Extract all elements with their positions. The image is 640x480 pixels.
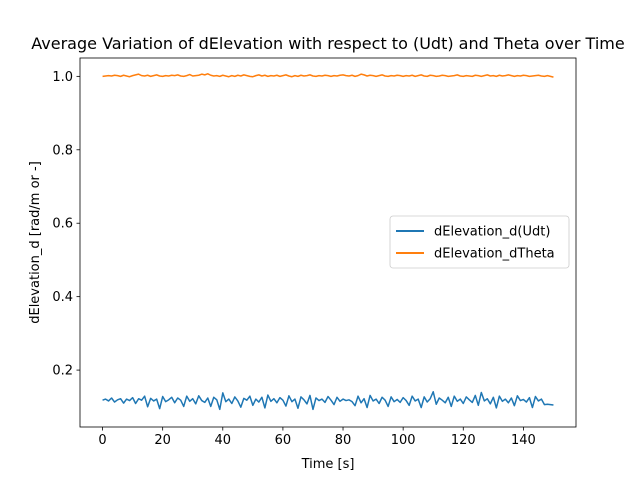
plot-area — [79, 57, 577, 428]
x-tick-label: 60 — [275, 433, 292, 448]
x-tick-label: 100 — [391, 433, 416, 448]
y-tick-label: 0.4 — [52, 290, 73, 305]
x-tick-label: 0 — [98, 433, 106, 448]
x-axis-label: Time [s] — [301, 457, 355, 472]
x-tick-label: 120 — [451, 433, 476, 448]
y-tick-label: 0.6 — [52, 217, 73, 232]
y-tick-label: 0.2 — [52, 364, 73, 379]
x-tick-label: 40 — [215, 433, 232, 448]
y-axis: 0.2 0.4 0.6 0.8 1.0 — [52, 70, 80, 379]
y-tick-label: 0.8 — [52, 143, 73, 158]
x-tick-label: 140 — [511, 433, 536, 448]
x-axis: 0 20 40 60 80 100 120 140 — [98, 427, 536, 448]
chart-title: Average Variation of dElevation with res… — [31, 34, 624, 53]
x-tick-label: 80 — [335, 433, 352, 448]
series-line-2 — [102, 73, 554, 78]
series-layer — [102, 73, 554, 411]
series-line-1 — [102, 391, 554, 411]
y-tick-label: 1.0 — [52, 70, 73, 85]
legend-label: dElevation_d(Udt) — [434, 225, 550, 240]
legend: dElevation_d(Udt) dElevation_dTheta — [389, 215, 570, 269]
legend-box — [389, 215, 570, 269]
x-tick-label: 20 — [154, 433, 171, 448]
y-axis-label: dElevation_d [rad/m or -] — [28, 161, 43, 324]
legend-label: dElevation_dTheta — [434, 247, 555, 262]
